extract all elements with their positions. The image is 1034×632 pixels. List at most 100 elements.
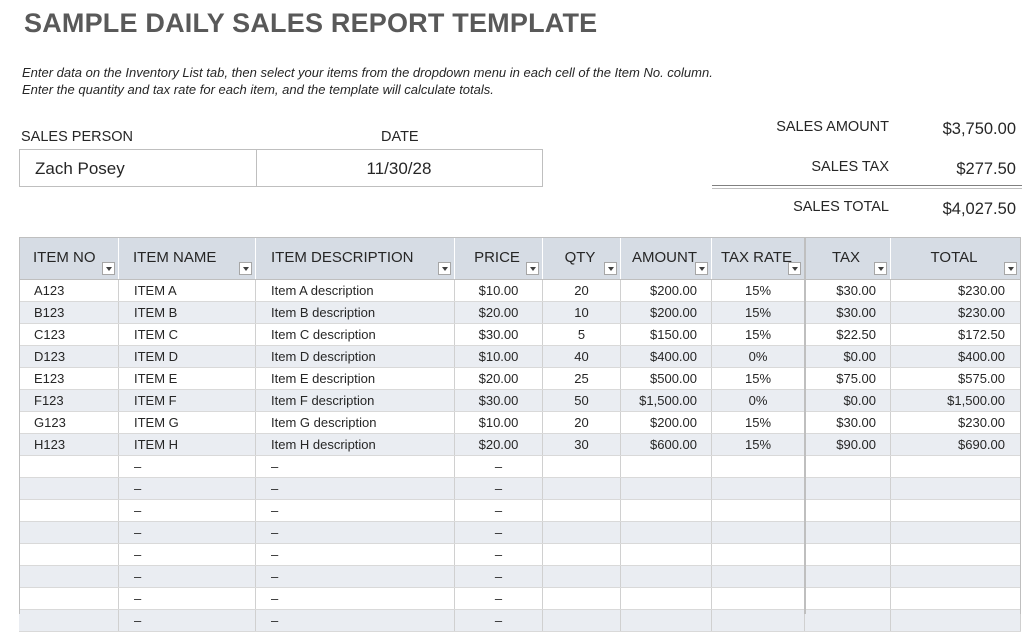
filter-dropdown-icon[interactable] <box>788 262 801 275</box>
cell-tax[interactable]: $90.00 <box>805 434 891 455</box>
cell-item-description[interactable]: – <box>256 500 455 521</box>
cell-price[interactable]: – <box>455 588 543 609</box>
cell-qty[interactable] <box>543 478 621 499</box>
cell-item-description[interactable]: – <box>256 544 455 565</box>
cell-price[interactable]: $10.00 <box>455 280 543 301</box>
cell-price[interactable]: $30.00 <box>455 390 543 411</box>
cell-item-description[interactable]: Item F description <box>256 390 455 411</box>
cell-item-name[interactable]: – <box>119 566 256 587</box>
cell-item-no[interactable]: B123 <box>19 302 119 323</box>
cell-tax[interactable]: $22.50 <box>805 324 891 345</box>
cell-item-description[interactable]: – <box>256 478 455 499</box>
cell-item-name[interactable]: – <box>119 610 256 631</box>
cell-total[interactable]: $230.00 <box>891 412 1021 433</box>
cell-qty[interactable] <box>543 544 621 565</box>
cell-item-name[interactable]: – <box>119 478 256 499</box>
cell-amount[interactable] <box>621 478 712 499</box>
filter-dropdown-icon[interactable] <box>874 262 887 275</box>
cell-amount[interactable] <box>621 544 712 565</box>
cell-qty[interactable]: 50 <box>543 390 621 411</box>
cell-tax[interactable] <box>805 588 891 609</box>
cell-qty[interactable]: 30 <box>543 434 621 455</box>
cell-amount[interactable]: $200.00 <box>621 412 712 433</box>
cell-tax[interactable] <box>805 610 891 631</box>
cell-item-no[interactable]: H123 <box>19 434 119 455</box>
cell-total[interactable]: $690.00 <box>891 434 1021 455</box>
cell-tax-rate[interactable] <box>712 500 805 521</box>
cell-total[interactable]: $1,500.00 <box>891 390 1021 411</box>
filter-dropdown-icon[interactable] <box>1004 262 1017 275</box>
sales-person-field[interactable]: Zach Posey <box>19 149 257 187</box>
cell-tax[interactable]: $0.00 <box>805 390 891 411</box>
cell-total[interactable] <box>891 500 1021 521</box>
cell-tax-rate[interactable]: 0% <box>712 346 805 367</box>
cell-item-name[interactable]: ITEM F <box>119 390 256 411</box>
cell-item-no[interactable]: C123 <box>19 324 119 345</box>
cell-item-name[interactable]: – <box>119 456 256 477</box>
cell-total[interactable]: $172.50 <box>891 324 1021 345</box>
cell-item-description[interactable]: Item E description <box>256 368 455 389</box>
cell-item-description[interactable]: – <box>256 456 455 477</box>
cell-item-no[interactable] <box>19 456 119 477</box>
cell-qty[interactable]: 5 <box>543 324 621 345</box>
cell-item-name[interactable]: – <box>119 588 256 609</box>
cell-total[interactable] <box>891 478 1021 499</box>
cell-price[interactable]: $20.00 <box>455 302 543 323</box>
cell-item-no[interactable] <box>19 566 119 587</box>
cell-amount[interactable]: $200.00 <box>621 280 712 301</box>
cell-item-no[interactable]: E123 <box>19 368 119 389</box>
cell-tax-rate[interactable]: 15% <box>712 368 805 389</box>
cell-qty[interactable]: 10 <box>543 302 621 323</box>
cell-item-description[interactable]: Item C description <box>256 324 455 345</box>
cell-tax[interactable] <box>805 456 891 477</box>
cell-price[interactable]: $30.00 <box>455 324 543 345</box>
cell-total[interactable]: $400.00 <box>891 346 1021 367</box>
cell-item-name[interactable]: ITEM E <box>119 368 256 389</box>
cell-item-description[interactable]: Item D description <box>256 346 455 367</box>
cell-tax-rate[interactable]: 15% <box>712 434 805 455</box>
cell-qty[interactable] <box>543 566 621 587</box>
cell-price[interactable]: – <box>455 500 543 521</box>
cell-price[interactable]: – <box>455 478 543 499</box>
cell-amount[interactable] <box>621 500 712 521</box>
cell-amount[interactable] <box>621 610 712 631</box>
cell-tax-rate[interactable] <box>712 456 805 477</box>
cell-total[interactable] <box>891 544 1021 565</box>
cell-tax[interactable] <box>805 478 891 499</box>
cell-tax-rate[interactable] <box>712 610 805 631</box>
cell-price[interactable]: $20.00 <box>455 368 543 389</box>
cell-tax[interactable] <box>805 500 891 521</box>
cell-tax[interactable]: $0.00 <box>805 346 891 367</box>
cell-total[interactable]: $230.00 <box>891 280 1021 301</box>
date-field[interactable]: 11/30/28 <box>256 149 543 187</box>
cell-qty[interactable] <box>543 456 621 477</box>
cell-amount[interactable]: $400.00 <box>621 346 712 367</box>
cell-item-name[interactable]: – <box>119 500 256 521</box>
cell-item-name[interactable]: ITEM D <box>119 346 256 367</box>
cell-amount[interactable] <box>621 566 712 587</box>
cell-total[interactable]: $575.00 <box>891 368 1021 389</box>
cell-qty[interactable]: 40 <box>543 346 621 367</box>
cell-item-description[interactable]: Item A description <box>256 280 455 301</box>
cell-amount[interactable]: $150.00 <box>621 324 712 345</box>
cell-tax[interactable]: $30.00 <box>805 280 891 301</box>
cell-tax[interactable] <box>805 522 891 543</box>
cell-amount[interactable]: $500.00 <box>621 368 712 389</box>
cell-item-description[interactable]: – <box>256 610 455 631</box>
cell-tax-rate[interactable] <box>712 478 805 499</box>
cell-tax-rate[interactable] <box>712 522 805 543</box>
filter-dropdown-icon[interactable] <box>695 262 708 275</box>
filter-dropdown-icon[interactable] <box>604 262 617 275</box>
cell-tax[interactable]: $75.00 <box>805 368 891 389</box>
cell-total[interactable] <box>891 456 1021 477</box>
cell-price[interactable]: – <box>455 544 543 565</box>
cell-tax-rate[interactable]: 0% <box>712 390 805 411</box>
cell-total[interactable] <box>891 610 1021 631</box>
cell-tax[interactable]: $30.00 <box>805 412 891 433</box>
cell-item-name[interactable]: ITEM A <box>119 280 256 301</box>
cell-item-no[interactable] <box>19 522 119 543</box>
filter-dropdown-icon[interactable] <box>239 262 252 275</box>
cell-total[interactable] <box>891 566 1021 587</box>
cell-tax-rate[interactable]: 15% <box>712 324 805 345</box>
cell-tax-rate[interactable]: 15% <box>712 302 805 323</box>
